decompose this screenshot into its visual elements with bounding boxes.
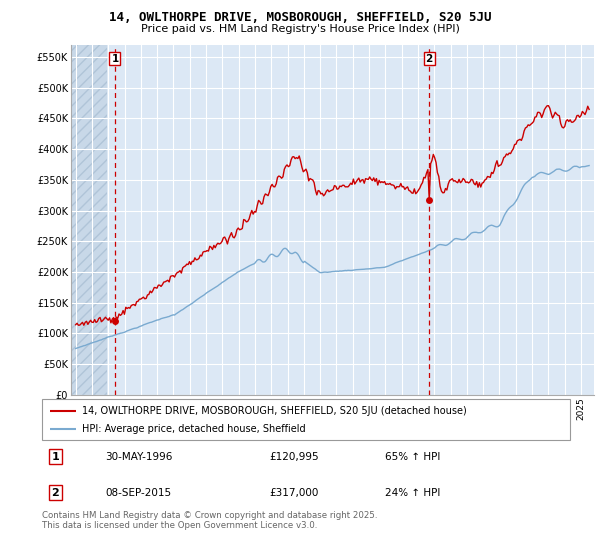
Text: 30-MAY-1996: 30-MAY-1996 xyxy=(106,451,173,461)
Text: 24% ↑ HPI: 24% ↑ HPI xyxy=(385,488,440,498)
Text: 1: 1 xyxy=(52,451,59,461)
FancyBboxPatch shape xyxy=(42,399,570,440)
Text: £317,000: £317,000 xyxy=(269,488,319,498)
Text: HPI: Average price, detached house, Sheffield: HPI: Average price, detached house, Shef… xyxy=(82,424,305,434)
Text: 14, OWLTHORPE DRIVE, MOSBOROUGH, SHEFFIELD, S20 5JU: 14, OWLTHORPE DRIVE, MOSBOROUGH, SHEFFIE… xyxy=(109,11,491,24)
Text: Contains HM Land Registry data © Crown copyright and database right 2025.
This d: Contains HM Land Registry data © Crown c… xyxy=(42,511,377,530)
Text: Price paid vs. HM Land Registry's House Price Index (HPI): Price paid vs. HM Land Registry's House … xyxy=(140,24,460,34)
Text: 65% ↑ HPI: 65% ↑ HPI xyxy=(385,451,440,461)
Text: 08-SEP-2015: 08-SEP-2015 xyxy=(106,488,172,498)
Text: 2: 2 xyxy=(425,54,433,63)
Text: £120,995: £120,995 xyxy=(269,451,319,461)
Text: 2: 2 xyxy=(52,488,59,498)
Text: 1: 1 xyxy=(112,54,119,63)
Text: 14, OWLTHORPE DRIVE, MOSBOROUGH, SHEFFIELD, S20 5JU (detached house): 14, OWLTHORPE DRIVE, MOSBOROUGH, SHEFFIE… xyxy=(82,405,466,416)
